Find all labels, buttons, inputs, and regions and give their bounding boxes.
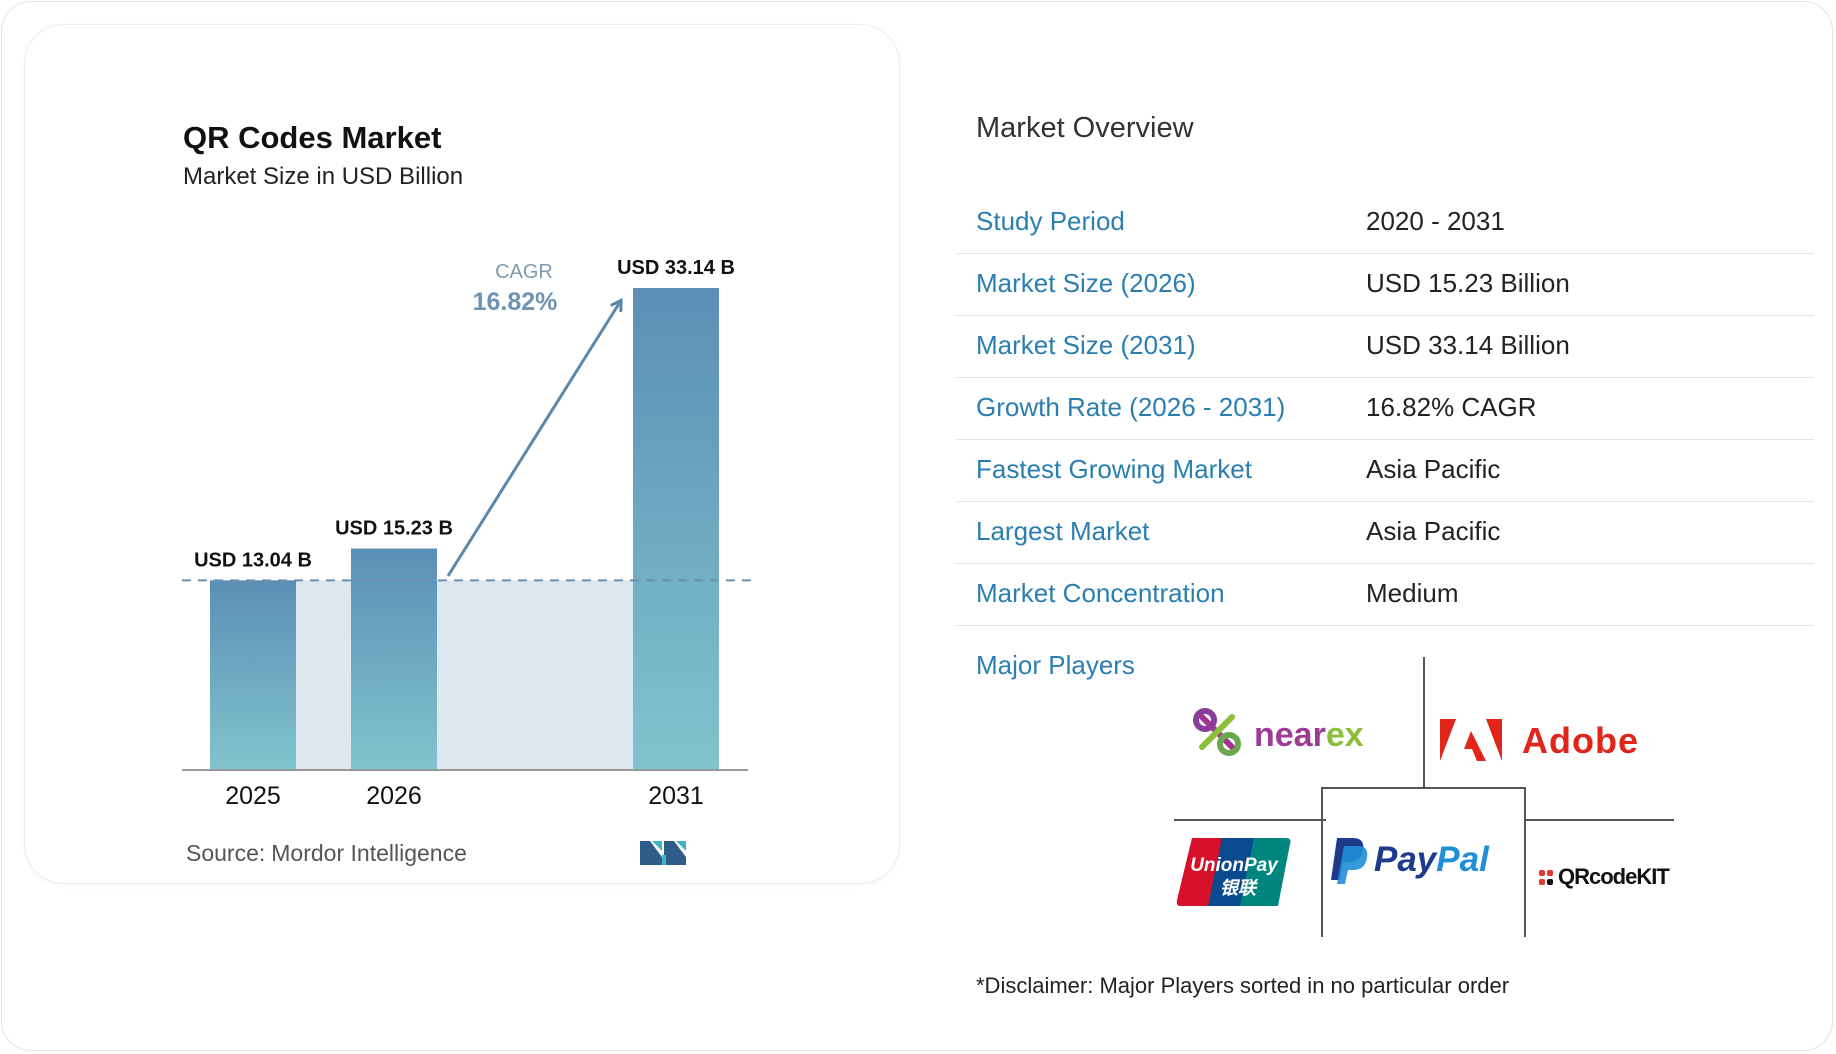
mordor-intelligence-logo-icon: [640, 841, 686, 865]
nearex-text: nearnearexex: [1254, 716, 1364, 754]
bar-2031: [633, 288, 719, 770]
overview-row: Growth Rate (2026 - 2031) 16.82% CAGR: [956, 378, 1814, 440]
source-name: Mordor Intelligence: [271, 840, 467, 866]
adobe-logo-icon: [1440, 719, 1502, 761]
disclaimer: *Disclaimer: Major Players sorted in no …: [976, 973, 1510, 998]
adobe-wordmark: Adobe: [1522, 720, 1639, 761]
overview-value: Asia Pacific: [1366, 454, 1501, 484]
overview-value: 16.82% CAGR: [1366, 392, 1537, 422]
data-label-2031: USD 33.14 B: [617, 257, 735, 279]
overview-label: Growth Rate (2026 - 2031): [976, 392, 1286, 422]
bar-chart: USD 13.04 B 2025 USD 15.23 B 2026 USD 33.14 …: [182, 257, 752, 810]
unionpay-text: UnionPay: [1190, 855, 1279, 876]
source-line: Source: Mordor Intelligence: [186, 840, 473, 867]
overview-row: Study Period 2020 - 2031: [956, 192, 1814, 254]
overview-title: Market Overview: [976, 112, 1194, 144]
overview-value: USD 15.23 Billion: [1366, 268, 1570, 298]
qrcodekit-wordmark: QRcodeKIT: [1558, 864, 1670, 889]
data-label-2025: USD 13.04 B: [194, 549, 312, 571]
qrcodekit-logo-icon: [1539, 870, 1553, 885]
players-divider: [1524, 819, 1674, 821]
overview-value: USD 33.14 Billion: [1366, 330, 1570, 360]
overview-label: Market Size (2031): [976, 330, 1196, 360]
overview-label: Market Concentration: [976, 578, 1225, 608]
overview-value: Medium: [1366, 578, 1459, 608]
overview-value: 2020 - 2031: [1366, 206, 1505, 236]
players-divider: [1174, 819, 1326, 821]
unionpay-logo-icon: UnionPay 银联: [1176, 838, 1291, 906]
cagr-arrow: [446, 302, 620, 577]
overview-row: Fastest Growing Market Asia Pacific: [956, 440, 1814, 502]
x-tick-2025: 2025: [225, 782, 281, 810]
overview-label: Fastest Growing Market: [976, 454, 1252, 484]
overview-row: Market Concentration Medium: [956, 564, 1814, 626]
cagr-value: 16.82%: [473, 288, 558, 316]
overview-value: Asia Pacific: [1366, 516, 1501, 546]
chart-subtitle: Market Size in USD Billion: [183, 163, 464, 190]
overview-label: Market Size (2026): [976, 268, 1196, 298]
unionpay-chinese-text: 银联: [1220, 878, 1259, 899]
overview-table: Study Period 2020 - 2031 Market Size (20…: [956, 192, 1814, 626]
overview-row: Market Size (2026) USD 15.23 Billion: [956, 254, 1814, 316]
cagr-annotation: CAGR 16.82%: [446, 261, 620, 577]
cagr-label: CAGR: [495, 261, 553, 283]
players-divider: [1423, 657, 1425, 787]
major-players-label: Major Players: [976, 650, 1135, 680]
x-tick-2031: 2031: [648, 782, 704, 810]
overview-row: Largest Market Asia Pacific: [956, 502, 1814, 564]
players-divider: [1321, 787, 1525, 789]
nearex-logo-icon: nearnearexex: [1193, 708, 1364, 756]
overview-row: Market Size (2031) USD 33.14 Billion: [956, 316, 1814, 378]
paypal-logo-icon: [1331, 838, 1368, 884]
bar-2026: [351, 548, 437, 770]
chart-title: QR Codes Market: [183, 120, 442, 155]
x-tick-2026: 2026: [366, 782, 422, 810]
data-label-2026: USD 15.23 B: [335, 517, 453, 539]
paypal-wordmark: PayPal: [1374, 840, 1489, 880]
reference-band: [253, 580, 676, 770]
bar-2025: [210, 580, 296, 770]
source-prefix: Source:: [186, 840, 266, 866]
players-divider: [1321, 787, 1323, 937]
overview-label: Study Period: [976, 206, 1125, 236]
paypal-text-pay: Pay: [1374, 840, 1437, 879]
paypal-text-pal: Pal: [1436, 840, 1489, 879]
players-divider: [1524, 787, 1526, 937]
overview-label: Largest Market: [976, 516, 1150, 546]
